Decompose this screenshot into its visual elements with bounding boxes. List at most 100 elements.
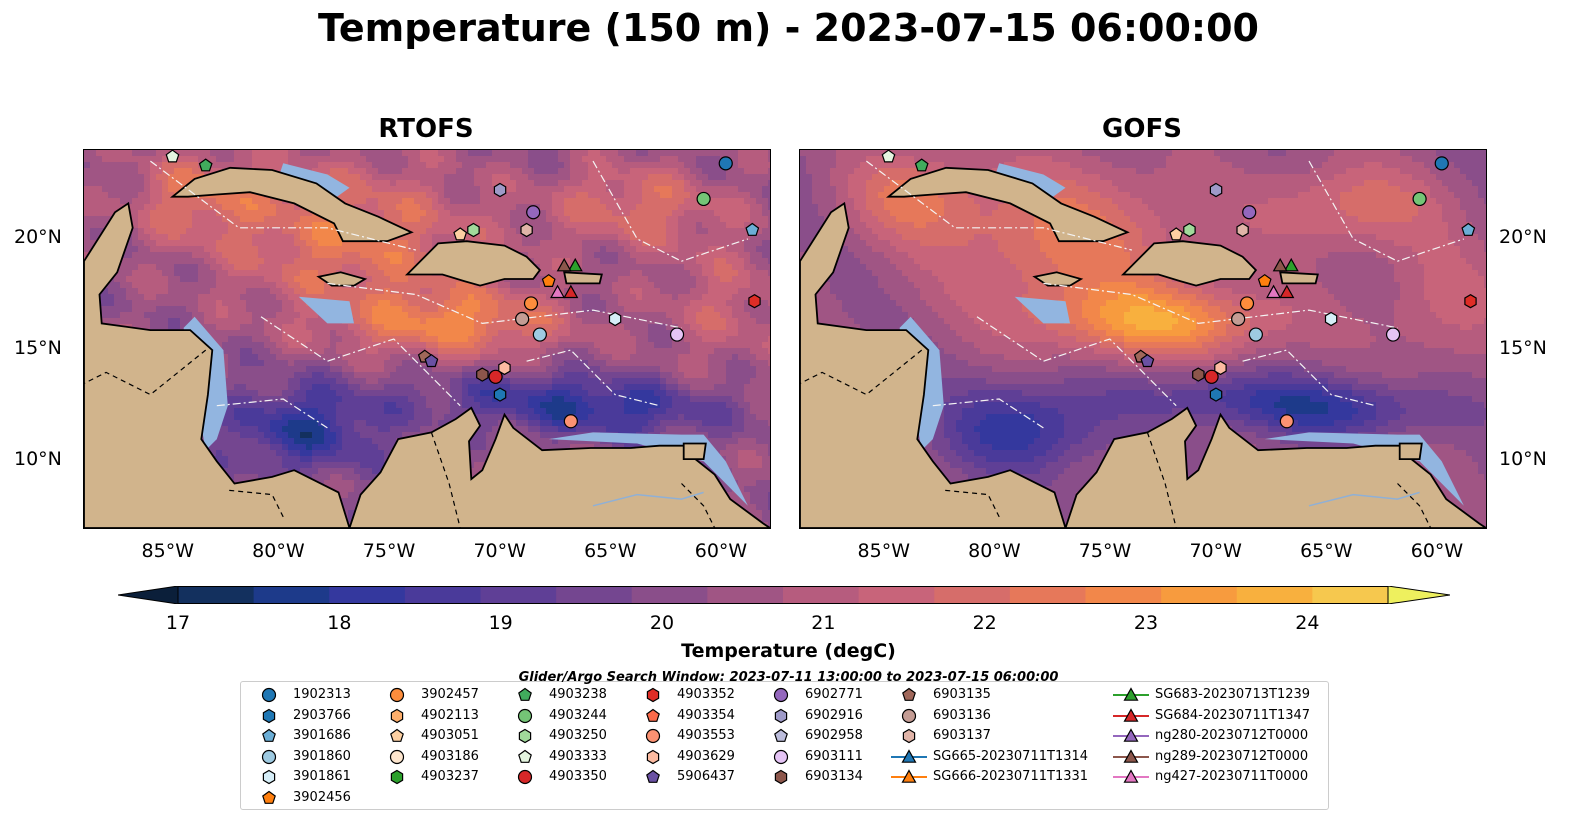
legend-item-label: SG684-20230711T1347 — [1155, 707, 1311, 723]
colorbar-tick-label: 18 — [327, 612, 352, 634]
colorbar-tick-label: 19 — [488, 612, 513, 634]
colorbar-bin — [253, 586, 330, 604]
obs-4903244 — [1412, 191, 1427, 207]
legend-marker-icon — [390, 728, 404, 742]
obs-4903051 — [1169, 227, 1184, 241]
obs-2903766 — [1209, 387, 1223, 402]
legend-item-label: ng427-20230711T0000 — [1155, 769, 1309, 784]
obs-4903238 — [914, 158, 929, 172]
land-area — [84, 201, 351, 528]
obs-3901686 — [1461, 222, 1476, 236]
obs-6902916 — [1209, 182, 1223, 198]
country-border — [681, 483, 716, 528]
x-tick-label: 65°W — [1300, 540, 1353, 562]
shelf-area — [298, 296, 354, 324]
colorbar-bin — [1085, 586, 1162, 604]
legend-item-label: 5906437 — [677, 769, 735, 784]
legend-item-label: 6903135 — [933, 687, 991, 702]
colorbar-bin — [178, 586, 255, 604]
colorbar-bin — [783, 586, 860, 604]
x-tick-label: 70°W — [473, 540, 526, 562]
legend-item-label: 4903051 — [421, 728, 479, 743]
x-tick-label: 80°W — [252, 540, 305, 562]
obs-5906437 — [424, 353, 439, 368]
land-area — [885, 166, 1130, 243]
legend-item-label: 3901860 — [293, 748, 351, 764]
y-tick-label-left: 20°N — [14, 225, 62, 248]
legend-marker-icon — [390, 708, 404, 723]
legend-marker-icon — [518, 749, 532, 763]
legend-marker-icon — [517, 708, 533, 723]
legend-item-label: 4902113 — [421, 707, 479, 723]
eez-boundary — [932, 398, 1044, 429]
legend-item-label: 4903186 — [421, 748, 479, 764]
legend-item-label: 6902771 — [805, 687, 863, 702]
obs-2903766 — [493, 387, 507, 402]
legend-marker-icon — [902, 687, 916, 701]
legend-marker-icon — [646, 769, 660, 783]
obs-SG684-20230711T1347 — [563, 284, 579, 299]
obs-4903333 — [881, 150, 896, 163]
eez-boundary — [866, 160, 1133, 251]
eez-boundary — [216, 398, 328, 429]
legend-marker-icon — [773, 749, 789, 764]
legend-item-label: 4903250 — [549, 728, 607, 743]
x-tick-label: 65°W — [584, 540, 637, 562]
obs-SG683-20230713T1239 — [567, 257, 583, 272]
colorbar-bin — [1161, 586, 1238, 604]
river — [1308, 491, 1420, 507]
obs-6902771 — [1242, 205, 1257, 220]
colorbar-bin — [1236, 586, 1313, 604]
country-border — [1146, 432, 1177, 528]
legend-marker-icon — [262, 790, 276, 804]
legend-item-label: 6903137 — [933, 728, 991, 743]
obs-3901686 — [745, 222, 760, 236]
legend-item-label: 3901686 — [293, 728, 351, 743]
colorbar-bin — [1312, 586, 1389, 604]
legend-marker-icon — [389, 687, 405, 703]
land-area — [563, 271, 603, 285]
map-panel-rtofs — [83, 149, 771, 529]
country-border — [430, 432, 461, 528]
legend-marker-icon — [390, 769, 404, 785]
obs-4903629 — [498, 360, 511, 376]
colorbar-extend-high — [1387, 586, 1450, 604]
legend: 1902313 2903766 3901686 3901860 3901861 39024… — [240, 681, 1329, 810]
legend-marker-icon — [902, 728, 916, 744]
legend-marker-icon — [774, 708, 788, 723]
legend-marker-icon — [517, 769, 533, 785]
temperature-field — [800, 150, 1486, 528]
x-tick-label: 80°W — [968, 540, 1021, 562]
colorbar — [118, 586, 1450, 604]
land-area — [1120, 240, 1258, 287]
legend-marker-icon — [773, 687, 789, 703]
legend-marker-icon — [262, 708, 276, 723]
legend-marker-icon — [891, 769, 927, 783]
colorbar-tick-label: 21 — [811, 612, 836, 634]
legend-item-label: 6902958 — [805, 728, 863, 743]
legend-item-label: 6903136 — [933, 707, 991, 723]
x-tick-label: 75°W — [362, 540, 416, 562]
map-canvas — [84, 150, 770, 528]
eez-boundary — [327, 282, 682, 329]
obs-1902313 — [718, 156, 733, 171]
legend-item-label: 3901861 — [293, 769, 351, 784]
legend-marker-icon — [1113, 707, 1149, 722]
legend-marker-icon — [774, 769, 788, 785]
y-tick-label-right: 20°N — [1499, 225, 1547, 248]
obs-1902313 — [1434, 156, 1449, 171]
country-border — [943, 489, 1000, 518]
obs-4903051 — [453, 227, 468, 241]
colorbar-bin — [707, 586, 784, 604]
legend-item-label: ng280-20230712T0000 — [1155, 728, 1309, 743]
legend-item-label: 6902916 — [805, 707, 863, 723]
legend-marker-icon — [1113, 769, 1149, 783]
obs-4903333 — [165, 150, 180, 163]
colorbar-bin — [631, 586, 708, 604]
legend-marker-icon — [518, 687, 532, 701]
colorbar-bin — [329, 586, 406, 604]
legend-marker-icon — [1113, 748, 1149, 763]
legend-item-label: 4903553 — [677, 728, 735, 743]
obs-6903111 — [1385, 327, 1401, 342]
legend-item-label: ng289-20230712T0000 — [1155, 748, 1309, 764]
